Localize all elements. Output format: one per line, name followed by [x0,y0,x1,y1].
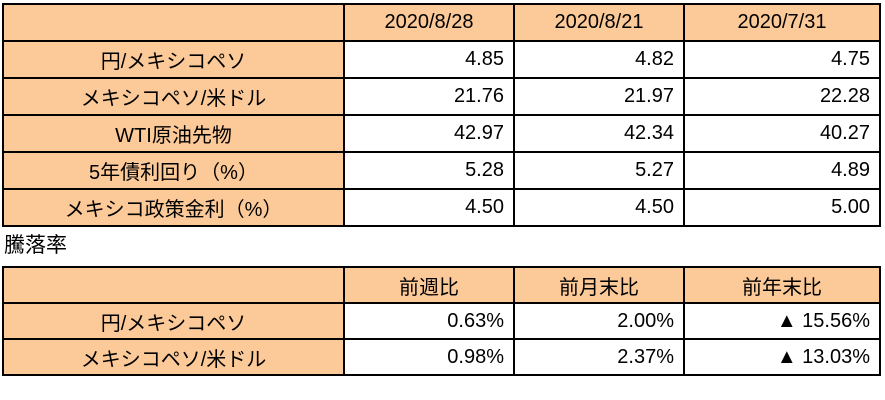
value-cell: 42.34 [513,114,685,153]
change-header-blank-cell [2,266,345,304]
table-row: メキシコ政策金利（%） 4.50 4.50 5.00 [2,188,881,227]
value-cell: 0.98% [343,338,515,376]
row-label-cell: 5年債利回り（%） [2,151,345,190]
value-cell: 4.85 [343,40,515,79]
value-cell: 4.82 [513,40,685,79]
table-row: 円/メキシコペソ 0.63% 2.00% ▲ 15.56% [2,302,881,340]
value-cell: 4.50 [343,188,515,227]
row-label-cell: メキシコ政策金利（%） [2,188,345,227]
change-header-year: 前年末比 [683,266,881,304]
row-label-cell: 円/メキシコペソ [2,302,345,340]
table-row: メキシコペソ/米ドル 0.98% 2.37% ▲ 13.03% [2,338,881,376]
value-cell: 2.00% [513,302,685,340]
value-cell: 42.97 [343,114,515,153]
value-cell: 5.00 [683,188,881,227]
row-label-cell: メキシコペソ/米ドル [2,77,345,116]
value-cell: 4.75 [683,40,881,79]
change-header-week: 前週比 [343,266,515,304]
value-cell: ▲ 15.56% [683,302,881,340]
table-row: 5年債利回り（%） 5.28 5.27 4.89 [2,151,881,190]
rates-header-blank-cell [2,3,345,42]
value-cell: 21.76 [343,77,515,116]
rates-header-date-1: 2020/8/28 [343,3,515,42]
section-label: 騰落率 [4,234,67,257]
table-row: メキシコペソ/米ドル 21.76 21.97 22.28 [2,77,881,116]
value-cell: 5.27 [513,151,685,190]
value-cell: 22.28 [683,77,881,116]
value-cell: 21.97 [513,77,685,116]
change-header-month: 前月末比 [513,266,685,304]
table-row: WTI原油先物 42.97 42.34 40.27 [2,114,881,153]
value-cell: 4.89 [683,151,881,190]
value-cell: 0.63% [343,302,515,340]
value-cell: ▲ 13.03% [683,338,881,376]
rates-header-date-2: 2020/8/21 [513,3,685,42]
value-cell: 2.37% [513,338,685,376]
row-label-cell: 円/メキシコペソ [2,40,345,79]
page: 2020/8/28 2020/8/21 2020/7/31 円/メキシコペソ 4… [0,3,885,400]
value-cell: 4.50 [513,188,685,227]
rates-table: 2020/8/28 2020/8/21 2020/7/31 円/メキシコペソ 4… [2,3,881,227]
rates-header-row: 2020/8/28 2020/8/21 2020/7/31 [2,3,881,42]
change-rate-table: 前週比 前月末比 前年末比 円/メキシコペソ 0.63% 2.00% ▲ 15.… [2,266,881,376]
change-header-row: 前週比 前月末比 前年末比 [2,266,881,304]
value-cell: 5.28 [343,151,515,190]
rates-header-date-3: 2020/7/31 [683,3,881,42]
table-row: 円/メキシコペソ 4.85 4.82 4.75 [2,40,881,79]
row-label-cell: WTI原油先物 [2,114,345,153]
value-cell: 40.27 [683,114,881,153]
row-label-cell: メキシコペソ/米ドル [2,338,345,376]
